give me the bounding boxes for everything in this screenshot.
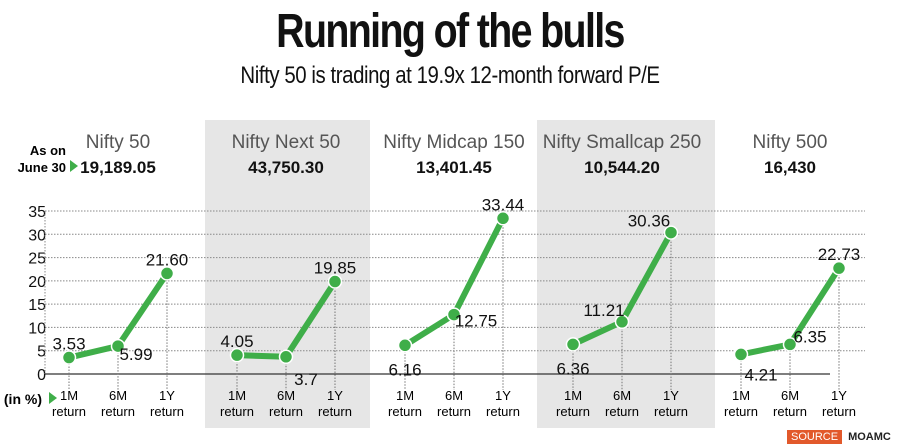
data-point <box>663 225 679 240</box>
x-tick-label: 1M <box>60 388 78 403</box>
data-label: 4.21 <box>744 365 777 384</box>
x-tick-label: return <box>52 404 86 419</box>
x-tick-label: 1M <box>564 388 582 403</box>
data-label: 11.21 <box>583 301 624 320</box>
data-point <box>614 314 630 330</box>
panel-index-value: 16,430 <box>764 158 816 177</box>
x-tick-label: return <box>724 404 758 419</box>
data-point <box>565 337 581 352</box>
x-tick-label: return <box>556 404 590 419</box>
x-tick-label: 1Y <box>327 388 343 403</box>
chart-subtitle: Nifty 50 is trading at 19.9x 12-month fo… <box>240 62 660 89</box>
x-tick-label: return <box>318 404 352 419</box>
data-point <box>110 338 126 354</box>
x-tick-label: 6M <box>277 388 295 403</box>
x-tick-label: return <box>101 404 135 419</box>
panel-shade <box>537 120 715 428</box>
data-label: 30.36 <box>628 212 671 231</box>
x-tick-label: return <box>269 404 303 419</box>
data-point <box>278 349 294 365</box>
x-tick-label: 1Y <box>831 388 847 403</box>
x-tick-label: return <box>822 404 856 419</box>
x-tick-label: 6M <box>781 388 799 403</box>
x-tick-label: return <box>605 404 639 419</box>
x-tick-label: return <box>437 404 471 419</box>
data-point <box>831 260 847 276</box>
x-tick-label: return <box>654 404 688 419</box>
data-label: 22.73 <box>818 245 861 264</box>
x-tick-label: 6M <box>445 388 463 403</box>
data-label: 3.7 <box>294 370 318 389</box>
as-on-label: As on <box>30 143 66 158</box>
data-label: 4.05 <box>220 332 253 351</box>
y-tick-label: 30 <box>28 227 46 244</box>
x-tick-label: return <box>773 404 807 419</box>
x-tick-label: return <box>150 404 184 419</box>
panel-title: Nifty Midcap 150 <box>383 132 525 153</box>
y-tick-label: 0 <box>37 367 46 384</box>
data-label: 21.60 <box>146 250 189 269</box>
x-tick-label: 1Y <box>663 388 679 403</box>
x-tick-label: 1Y <box>159 388 175 403</box>
source-note: SOURCE MOAMC <box>787 430 891 444</box>
data-point <box>495 211 511 226</box>
data-point <box>327 274 343 289</box>
source-label: SOURCE <box>787 430 843 444</box>
y-tick-label: 10 <box>28 320 46 337</box>
data-point <box>733 347 749 362</box>
data-label: 5.99 <box>119 345 152 364</box>
panel-title: Nifty Smallcap 250 <box>543 132 701 153</box>
panel-index-value: 13,401.45 <box>416 158 492 177</box>
panel-index-value: 19,189.05 <box>80 158 156 177</box>
data-label: 6.16 <box>388 360 421 379</box>
panel-index-value: 43,750.30 <box>248 158 324 177</box>
x-tick-label: 1M <box>732 388 750 403</box>
x-tick-label: 6M <box>109 388 127 403</box>
arrow-icon <box>70 160 78 172</box>
x-tick-label: return <box>388 404 422 419</box>
source-value: MOAMC <box>848 431 891 443</box>
y-tick-label: 15 <box>28 297 46 314</box>
data-label: 6.35 <box>793 327 826 346</box>
data-label: 19.85 <box>314 259 357 278</box>
x-tick-label: return <box>486 404 520 419</box>
y-tick-label: 20 <box>28 274 46 291</box>
as-on-date: June 30 <box>18 160 66 175</box>
x-tick-label: return <box>220 404 254 419</box>
data-point <box>782 337 798 352</box>
data-label: 6.36 <box>556 359 589 378</box>
data-label: 12.75 <box>455 312 498 331</box>
data-point <box>61 350 77 365</box>
arrow-icon <box>49 392 57 404</box>
data-label: 3.53 <box>52 335 85 354</box>
panel-shade <box>205 120 370 428</box>
x-tick-label: 1M <box>228 388 246 403</box>
x-tick-label: 1M <box>396 388 414 403</box>
data-label: 33.44 <box>482 195 525 214</box>
y-tick-label: 25 <box>28 251 46 268</box>
panel-title: Nifty 50 <box>86 132 150 153</box>
y-tick-label: 35 <box>28 204 46 221</box>
data-point <box>397 338 413 353</box>
data-point <box>229 347 245 363</box>
x-tick-label: 1Y <box>495 388 511 403</box>
data-point <box>159 266 175 281</box>
y-tick-label: 5 <box>37 344 46 361</box>
chart-title: Running of the bulls <box>276 5 625 58</box>
panel-title: Nifty Next 50 <box>232 132 341 153</box>
panel-index-value: 10,544.20 <box>584 158 660 177</box>
unit-label: (in %) <box>4 391 42 407</box>
x-tick-label: 6M <box>613 388 631 403</box>
panel-title: Nifty 500 <box>753 132 828 153</box>
data-point <box>446 307 462 322</box>
